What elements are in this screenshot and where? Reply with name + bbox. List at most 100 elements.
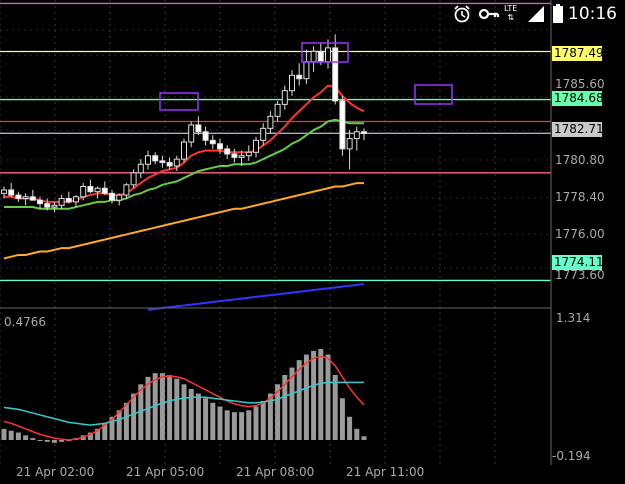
- candle-body: [281, 90, 288, 105]
- status-clock: 10:16: [568, 4, 617, 24]
- histogram-bar: [318, 349, 324, 440]
- histogram-bar: [354, 428, 360, 440]
- key-icon: [478, 8, 500, 20]
- candle-body: [173, 158, 180, 167]
- histogram-bar: [303, 354, 309, 440]
- histogram-bar: [203, 398, 209, 440]
- candle-body: [353, 131, 360, 140]
- candle-body: [231, 153, 238, 158]
- histogram-bar: [123, 402, 129, 440]
- candle-body: [87, 186, 94, 193]
- candle-body: [325, 47, 331, 63]
- histogram-bar: [23, 435, 29, 440]
- candle-body: [202, 131, 209, 141]
- candle-body: [65, 197, 72, 203]
- grid-lines: [0, 0, 551, 465]
- candle: [289, 70, 295, 96]
- histogram-bar: [289, 367, 295, 440]
- candle-body: [123, 184, 130, 196]
- candle-body: [346, 138, 353, 150]
- candle: [15, 191, 22, 202]
- candle-body: [245, 151, 252, 157]
- candle: [137, 159, 144, 178]
- candle-body: [224, 148, 231, 155]
- candle: [80, 183, 87, 201]
- histogram-bar: [332, 375, 338, 440]
- candle: [101, 181, 108, 196]
- histogram-bar: [275, 384, 281, 440]
- histogram-bar: [152, 373, 158, 440]
- candle-body: [166, 162, 173, 167]
- candle: [310, 46, 317, 72]
- candle-body: [209, 139, 216, 145]
- histogram-bar: [116, 410, 122, 440]
- price-tag-upper-level: 1787.49: [552, 46, 604, 61]
- candle-body: [58, 197, 65, 206]
- alarm-icon: [454, 5, 470, 23]
- histogram-bar: [174, 378, 180, 440]
- candle: [224, 145, 231, 160]
- candle: [181, 138, 187, 163]
- candle: [353, 126, 360, 151]
- candle-body: [130, 172, 137, 186]
- indicator-line: [3, 381, 364, 426]
- candle: [188, 121, 195, 148]
- moving-average-line: [147, 283, 365, 311]
- candle: [8, 183, 15, 197]
- candle: [166, 157, 173, 170]
- candle-body: [137, 163, 144, 174]
- moving-average-line: [4, 118, 364, 210]
- candle-body: [37, 199, 43, 205]
- histogram-bar: [339, 398, 345, 440]
- histogram-bar: [296, 360, 302, 440]
- histogram-bar: [260, 400, 266, 440]
- histogram-bar: [1, 428, 7, 440]
- candle: [51, 201, 58, 213]
- annotation-box: [159, 92, 199, 111]
- time-axis-label: 21 Apr 05:00: [126, 465, 205, 479]
- histogram-bar: [195, 393, 201, 440]
- time-axis-label: 21 Apr 08:00: [236, 465, 315, 479]
- candle-body: [73, 196, 79, 203]
- signal-icon: [528, 6, 544, 22]
- status-bar: LTE ⇅ 10:16: [0, 0, 625, 30]
- candle-body: [267, 115, 274, 129]
- annotation-box: [301, 42, 349, 63]
- candle-body: [51, 204, 58, 208]
- histogram-bar: [224, 410, 230, 440]
- candle: [209, 135, 216, 149]
- candle: [195, 116, 202, 136]
- time-axis-label: 21 Apr 11:00: [346, 465, 425, 479]
- histogram-bar: [246, 410, 252, 440]
- annotation-boxes: [159, 42, 453, 111]
- indicator-value: 0.4766: [4, 315, 46, 329]
- candle-body: [8, 189, 15, 196]
- candle: [65, 191, 72, 204]
- candle: [332, 34, 339, 105]
- candle-body: [145, 155, 151, 165]
- histogram-bar: [267, 393, 273, 440]
- candle: [123, 183, 130, 199]
- histogram-bar: [138, 384, 144, 440]
- histogram-bar: [102, 423, 108, 440]
- candle: [94, 186, 101, 199]
- histogram-bar: [51, 439, 57, 443]
- candle: [361, 128, 367, 141]
- annotation-box: [414, 84, 453, 105]
- candle: [202, 126, 209, 146]
- indicator-axis-bottom: -0.194: [552, 449, 591, 463]
- candle: [87, 179, 94, 194]
- candle-body: [109, 192, 115, 201]
- histogram-bar: [181, 384, 187, 440]
- candle-body: [101, 187, 108, 194]
- price-tag-lower-level: 1774.11: [552, 255, 604, 270]
- indicator-line: [3, 355, 365, 441]
- price-tag-mid-level: 1784.68: [552, 91, 604, 106]
- candle: [238, 150, 245, 166]
- candle: [130, 169, 137, 189]
- time-axis-label: 21 Apr 02:00: [16, 465, 95, 479]
- candle-body: [152, 155, 159, 162]
- candlesticks: [1, 34, 367, 213]
- indicator-panel: [1, 349, 367, 443]
